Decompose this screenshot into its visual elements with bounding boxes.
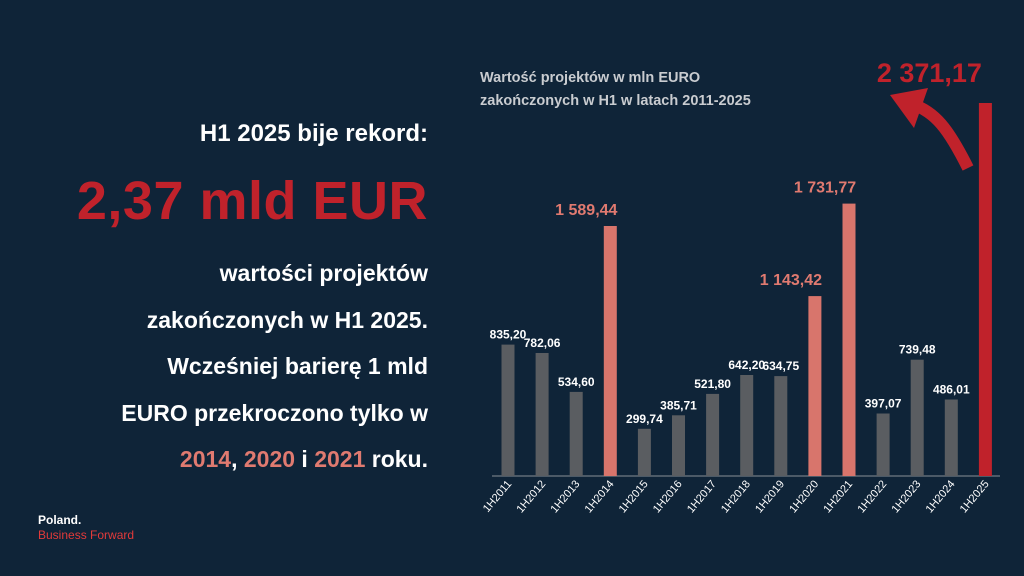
bar-1H2024 xyxy=(944,399,958,476)
category-label-1H2018: 1H2018 xyxy=(719,478,753,515)
value-label-1H2014: 1 589,44 xyxy=(555,202,617,219)
value-label-1H2022: 397,07 xyxy=(865,397,902,411)
logo-line-2: Business Forward xyxy=(38,528,135,542)
bar-1H2018 xyxy=(740,375,754,476)
description-line-2: zakończonych w H1 2025. xyxy=(146,306,428,333)
value-label-1H2023: 739,48 xyxy=(899,343,936,357)
value-label-1H2015: 299,74 xyxy=(626,412,663,426)
headline: H1 2025 bije rekord: xyxy=(199,120,428,147)
bar-1H2023 xyxy=(910,359,924,476)
category-label-1H2024: 1H2024 xyxy=(924,478,958,515)
category-label-1H2012: 1H2012 xyxy=(514,478,548,515)
value-label-1H2018: 642,20 xyxy=(728,358,765,372)
category-label-1H2022: 1H2022 xyxy=(855,478,889,515)
bar-1H2019 xyxy=(774,376,788,476)
year-2021: 2021 xyxy=(314,446,366,472)
bar-1H2021 xyxy=(842,203,856,476)
value-label-1H2024: 486,01 xyxy=(933,383,970,397)
bar-1H2013 xyxy=(569,391,583,476)
category-label-1H2013: 1H2013 xyxy=(549,478,583,515)
bar-1H2012 xyxy=(535,353,549,476)
separator-2: i xyxy=(295,446,315,472)
category-label-1H2020: 1H2020 xyxy=(787,478,821,515)
bars-group: 835,20 1H2011 782,06 1H2012 534,60 1H2013 1 58… xyxy=(481,58,992,515)
tail-text: roku. xyxy=(365,446,428,472)
bar-1H2014 xyxy=(603,226,617,476)
bar-1H2016 xyxy=(672,415,685,476)
category-label-1H2019: 1H2019 xyxy=(753,478,787,515)
headline-panel: H1 2025 bije rekord: 2,37 mld EUR wartoś… xyxy=(0,0,440,576)
chart-title-line-1: Wartość projektów w mln EURO xyxy=(480,70,700,86)
arrow-head-icon xyxy=(890,88,928,128)
value-label-1H2017: 521,80 xyxy=(694,377,731,391)
value-label-1H2016: 385,71 xyxy=(660,398,697,412)
category-label-1H2023: 1H2023 xyxy=(890,478,924,515)
bar-1H2011 xyxy=(501,344,515,476)
big-value: 2,37 mld EUR xyxy=(76,171,428,231)
value-label-1H2012: 782,06 xyxy=(524,336,561,350)
category-label-1H2011: 1H2011 xyxy=(481,478,514,515)
description-line-4: EURO przekroczono tylko w xyxy=(121,399,428,426)
value-label-1H2021: 1 731,77 xyxy=(794,180,856,197)
bar-1H2020 xyxy=(808,296,822,476)
description-line-1: wartości projektów xyxy=(219,260,428,286)
up-arrow-icon xyxy=(909,98,974,171)
bar-1H2022 xyxy=(876,413,890,476)
category-label-1H2016: 1H2016 xyxy=(651,478,685,515)
description: wartości projektów zakończonych w H1 202… xyxy=(121,250,428,483)
category-label-1H2021: 1H2021 xyxy=(821,478,855,515)
separator-1: , xyxy=(231,446,244,472)
logo-line-1: Poland. xyxy=(38,513,82,527)
year-2014: 2014 xyxy=(179,446,232,472)
value-label-1H2025: 2 371,17 xyxy=(877,58,982,88)
chart-title-line-2: zakończonych w H1 w latach 2011-2025 xyxy=(480,93,751,109)
category-label-1H2025: 1H2025 xyxy=(958,478,992,515)
bar-1H2017 xyxy=(706,393,720,476)
category-label-1H2015: 1H2015 xyxy=(617,478,651,515)
logo: Poland. Business Forward xyxy=(38,513,134,543)
value-label-1H2020: 1 143,42 xyxy=(760,272,822,289)
value-label-1H2019: 634,75 xyxy=(762,359,799,373)
bar-1H2015 xyxy=(637,428,651,476)
description-line-5: 2014, 2020 i 2021 roku. xyxy=(121,436,428,483)
bar-1H2025 xyxy=(978,103,992,476)
category-label-1H2014: 1H2014 xyxy=(583,478,617,515)
value-label-1H2013: 534,60 xyxy=(558,375,595,389)
year-2020: 2020 xyxy=(243,446,296,472)
category-label-1H2017: 1H2017 xyxy=(685,478,719,515)
value-label-1H2011: 835,20 xyxy=(490,328,527,342)
description-line-3: Wcześniej barierę 1 mld xyxy=(167,353,428,379)
